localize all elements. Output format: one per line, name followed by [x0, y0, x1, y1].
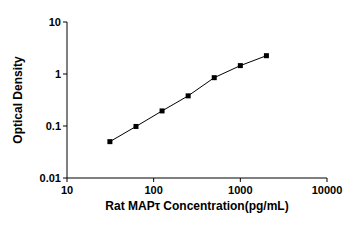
- data-point: [160, 108, 165, 113]
- y-tick: [63, 22, 67, 23]
- series-line: [110, 56, 267, 142]
- x-tick-label: 1000: [228, 184, 252, 196]
- data-point: [212, 75, 217, 80]
- x-tick-label: 100: [144, 184, 162, 196]
- x-tick: [153, 178, 154, 182]
- x-tick: [67, 178, 68, 182]
- y-tick-label: 0.1: [46, 120, 61, 132]
- y-tick: [63, 74, 67, 75]
- data-point: [133, 124, 138, 129]
- x-axis-title: Rat MAPτ Concentration(pg/mL): [105, 199, 288, 213]
- y-tick: [63, 178, 67, 179]
- data-point: [238, 63, 243, 68]
- x-tick-label: 10000: [312, 184, 343, 196]
- y-tick-label: 0.01: [40, 172, 61, 184]
- chart: 0.01 0.1 1 10 10 100 1000 10000 Rat MAPτ Concent…: [0, 0, 350, 244]
- x-tick: [240, 178, 241, 182]
- plot-area: [107, 53, 269, 144]
- data-point: [107, 139, 112, 144]
- data-point: [264, 53, 269, 58]
- x-axis: [67, 178, 327, 179]
- y-axis-title: Optical Density: [11, 56, 25, 144]
- y-tick-label: 10: [49, 16, 61, 28]
- data-point: [186, 93, 191, 98]
- x-tick-label: 10: [61, 184, 73, 196]
- y-tick-label: 1: [55, 68, 61, 80]
- y-tick: [63, 126, 67, 127]
- y-axis: [67, 22, 68, 178]
- x-tick: [327, 178, 328, 182]
